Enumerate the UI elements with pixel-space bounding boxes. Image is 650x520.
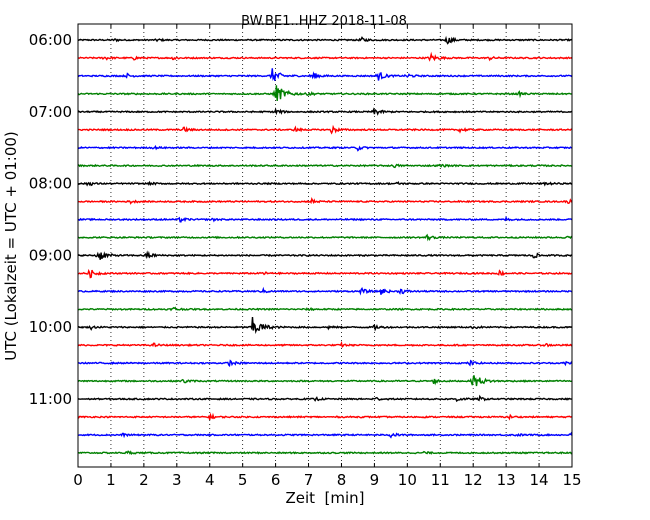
- x-tick-label: 11: [431, 471, 450, 489]
- trace-0830: [77, 215, 573, 223]
- seismic-traces: [77, 35, 573, 456]
- x-tick-label: 0: [73, 471, 83, 489]
- x-tick-label: 12: [464, 471, 483, 489]
- y-tick-label: 08:00: [29, 175, 72, 193]
- y-tick-label: 09:00: [29, 246, 72, 264]
- trace-0715: [77, 124, 573, 135]
- y-axis-ticks: 06:00 07:00 08:00 09:00 10:00 11:00: [29, 31, 572, 408]
- y-tick-label: 06:00: [29, 31, 72, 49]
- x-axis-label: Zeit [min]: [285, 489, 364, 507]
- x-tick-label: 8: [337, 471, 347, 489]
- trace-0630: [77, 68, 573, 81]
- trace-0945: [77, 306, 572, 312]
- x-axis-ticks: 0 1 2 3 4 5 6 7 8 9 10 11 12 13 14 15: [73, 24, 582, 489]
- x-tick-label: 5: [238, 471, 248, 489]
- trace-0845: [77, 233, 573, 242]
- x-tick-label: 7: [304, 471, 314, 489]
- trace-0815: [77, 197, 573, 205]
- trace-0915: [77, 268, 573, 279]
- trace-0730: [77, 144, 573, 152]
- trace-1145: [77, 450, 573, 456]
- trace-1100: [77, 394, 572, 403]
- x-tick-label: 1: [106, 471, 116, 489]
- trace-0645: [77, 85, 573, 102]
- trace-0600: [77, 35, 573, 45]
- vertical-grid: [110, 24, 540, 467]
- trace-1000: [78, 317, 573, 335]
- trace-1045: [77, 375, 573, 387]
- y-tick-label: 07:00: [29, 103, 72, 121]
- x-tick-label: 10: [398, 471, 417, 489]
- plot-frame: [77, 23, 573, 468]
- x-tick-label: 14: [530, 471, 549, 489]
- y-tick-label: 10:00: [29, 318, 72, 336]
- x-tick-label: 2: [139, 471, 149, 489]
- trace-1015: [77, 340, 573, 349]
- x-tick-label: 15: [562, 471, 581, 489]
- x-tick-label: 4: [205, 471, 215, 489]
- trace-0900: [77, 250, 572, 260]
- chart-title: BW.BE1..HHZ 2018-11-08: [241, 14, 407, 29]
- trace-0700: [77, 107, 573, 116]
- y-axis-label: UTC (Lokalzeit = UTC + 01:00): [2, 131, 20, 361]
- trace-0800: [77, 180, 573, 187]
- trace-0930: [77, 286, 573, 296]
- trace-1115: [77, 412, 573, 421]
- x-tick-label: 9: [370, 471, 380, 489]
- x-tick-label: 13: [497, 471, 516, 489]
- x-tick-label: 6: [271, 471, 281, 489]
- y-tick-label: 11:00: [29, 390, 72, 408]
- trace-0745: [77, 163, 573, 169]
- x-tick-label: 3: [172, 471, 182, 489]
- trace-1030: [77, 359, 573, 368]
- trace-1130: [78, 431, 573, 439]
- trace-0615: [77, 51, 573, 62]
